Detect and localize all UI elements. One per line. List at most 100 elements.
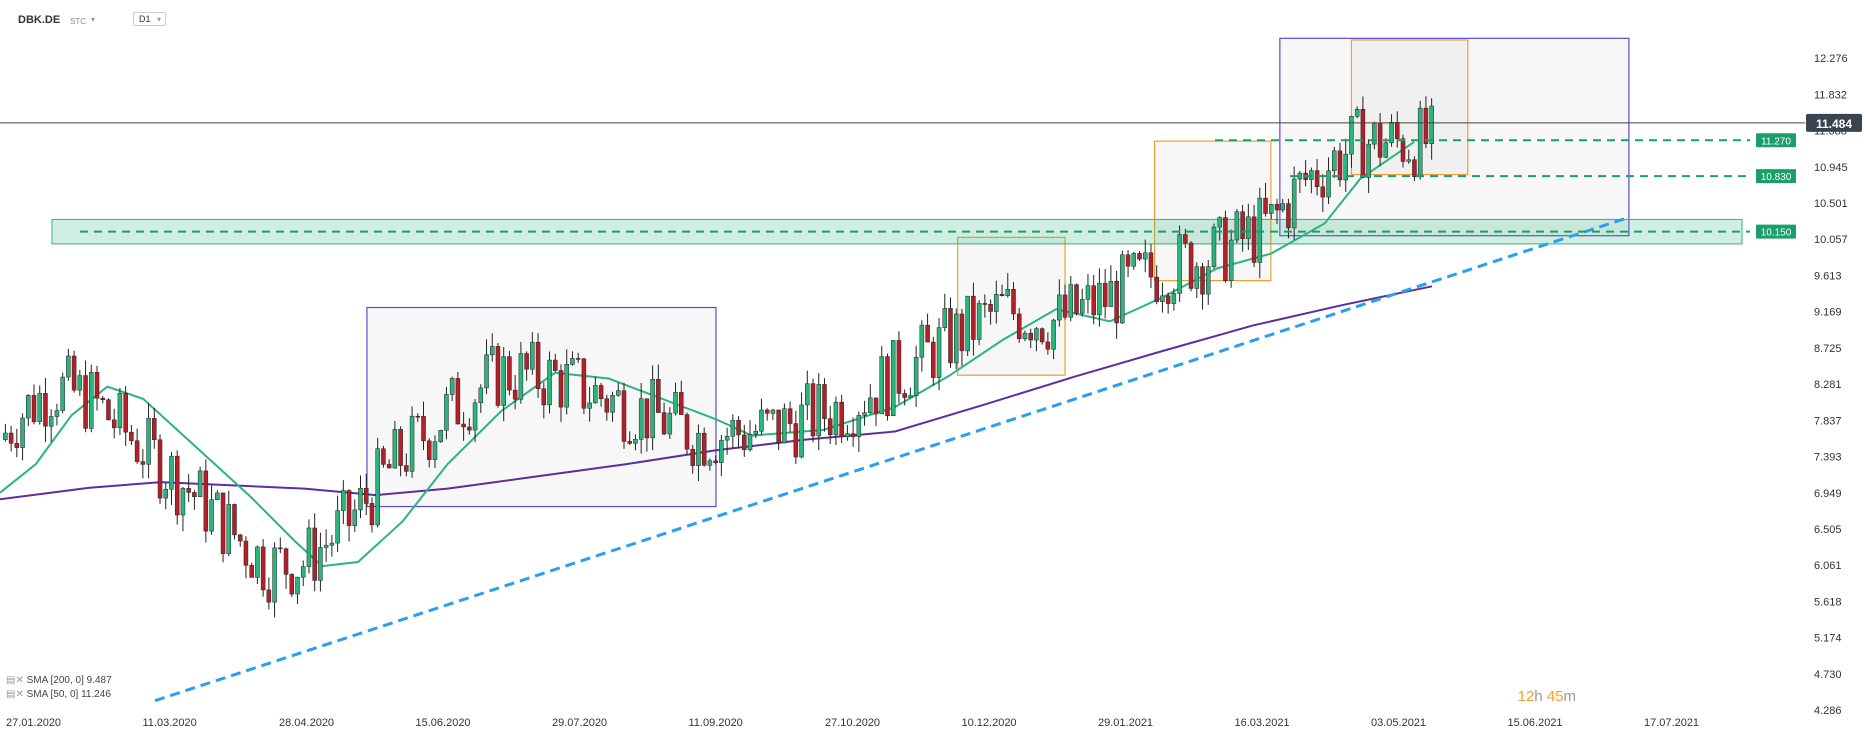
candle-body <box>1263 197 1268 214</box>
legend-sma-200-text: SMA [200, 0] 9.487 <box>26 675 112 686</box>
candle-body <box>444 394 449 431</box>
candle-body <box>1423 107 1429 144</box>
chevron-down-icon[interactable]: ▾ <box>91 15 96 24</box>
candle-body <box>1286 203 1291 229</box>
candle-body <box>111 419 117 429</box>
candle-body <box>83 375 88 429</box>
candle-body <box>999 294 1005 296</box>
candle-body <box>1377 122 1383 158</box>
candle-body <box>89 372 94 429</box>
chevron-down-icon[interactable]: ▾ <box>157 15 162 24</box>
candle-body <box>1131 253 1137 267</box>
level-tag <box>1756 133 1796 148</box>
candle-body <box>237 534 243 542</box>
candle-body <box>799 404 804 458</box>
x-tick-label: 29.01.2021 <box>1098 717 1153 729</box>
candle-body <box>341 490 346 511</box>
candle-body <box>661 412 667 435</box>
candle-body <box>776 409 781 444</box>
candle-body <box>381 448 386 465</box>
legend-sma-200[interactable]: ▤✕ SMA [200, 0] 9.487 <box>6 675 112 686</box>
legend-sma-50[interactable]: ▤✕ SMA [50, 0] 11.246 <box>6 689 111 700</box>
candle-body <box>868 397 873 413</box>
candle-body <box>415 415 421 418</box>
candle-body <box>1217 217 1222 228</box>
level-label: 10.150 <box>1761 228 1792 239</box>
candle-body <box>1366 143 1371 178</box>
candle-body <box>152 418 157 441</box>
x-tick-label: 27.10.2020 <box>825 717 880 729</box>
candle-body <box>644 398 650 439</box>
candle-body <box>300 566 306 578</box>
candle-body <box>948 308 953 364</box>
candle-body <box>850 433 856 437</box>
candle-body <box>243 540 249 566</box>
candle-body <box>541 388 547 406</box>
candle-body <box>827 418 833 436</box>
candle-body <box>100 397 105 400</box>
candle-body <box>1097 282 1102 316</box>
candle-body <box>839 401 844 438</box>
pattern-box <box>1279 37 1630 237</box>
candle-body <box>1120 254 1125 324</box>
timer-hours: 12 <box>1517 688 1535 705</box>
candle-body <box>667 412 673 435</box>
candle-body <box>1274 204 1280 211</box>
candle-body <box>1269 204 1274 214</box>
candle-body <box>1429 105 1434 144</box>
candle-body <box>822 384 827 419</box>
candle-body <box>1320 186 1326 198</box>
candle-body <box>1417 107 1423 177</box>
trendline <box>154 217 1626 703</box>
candle-body <box>157 439 163 499</box>
candle-body <box>54 410 60 417</box>
candle-body <box>971 295 976 340</box>
candle-timer: 12h 45m <box>1518 688 1576 705</box>
candle-body <box>1200 266 1205 295</box>
candle-body <box>730 419 736 437</box>
last-price-label: 11.484 <box>1816 117 1852 131</box>
chart-type-label[interactable]: STC <box>70 17 86 26</box>
candle-body <box>507 356 512 391</box>
candle-body <box>323 544 329 548</box>
candle-body <box>455 378 461 425</box>
candle-body <box>335 510 340 544</box>
x-tick-label: 28.04.2020 <box>279 717 334 729</box>
candle-body <box>260 546 266 591</box>
candle-body <box>1223 217 1228 281</box>
level-label: 10.830 <box>1761 172 1792 183</box>
candle-body <box>1142 252 1148 260</box>
candle-body <box>306 527 312 567</box>
x-tick-label: 17.07.2021 <box>1644 717 1699 729</box>
candle-body <box>1148 252 1154 278</box>
candle-body <box>1240 211 1245 239</box>
candle-body <box>1160 295 1165 302</box>
candle-body <box>346 490 352 526</box>
candle-body <box>203 470 209 532</box>
candle-body <box>60 376 65 411</box>
candle-body <box>495 346 501 406</box>
level-tag <box>1756 224 1796 239</box>
y-tick-label: 10.945 <box>1814 162 1848 174</box>
candle-body <box>1412 159 1417 177</box>
candle-body <box>501 356 506 406</box>
candle-body <box>862 412 867 416</box>
candle-body <box>48 416 54 427</box>
candle-body <box>432 441 438 460</box>
symbol-label[interactable]: DBK.DE <box>18 14 61 26</box>
candle-body <box>1177 234 1182 294</box>
candle-body <box>1079 299 1085 314</box>
candle-body <box>879 356 885 415</box>
candle-body <box>994 294 999 312</box>
candle-body <box>873 397 879 415</box>
timeframe-select[interactable]: D1 <box>133 12 166 26</box>
candle-body <box>512 389 518 400</box>
candle-body <box>1383 142 1389 158</box>
candle-body <box>386 464 392 469</box>
y-tick-label: 10.501 <box>1814 198 1848 210</box>
x-axis: 27.01.2020 11.03.2020 28.04.2020 15.06.2020… <box>6 717 1699 729</box>
candle-body <box>782 408 787 444</box>
candle-body <box>707 460 713 466</box>
candle-body <box>885 356 890 416</box>
